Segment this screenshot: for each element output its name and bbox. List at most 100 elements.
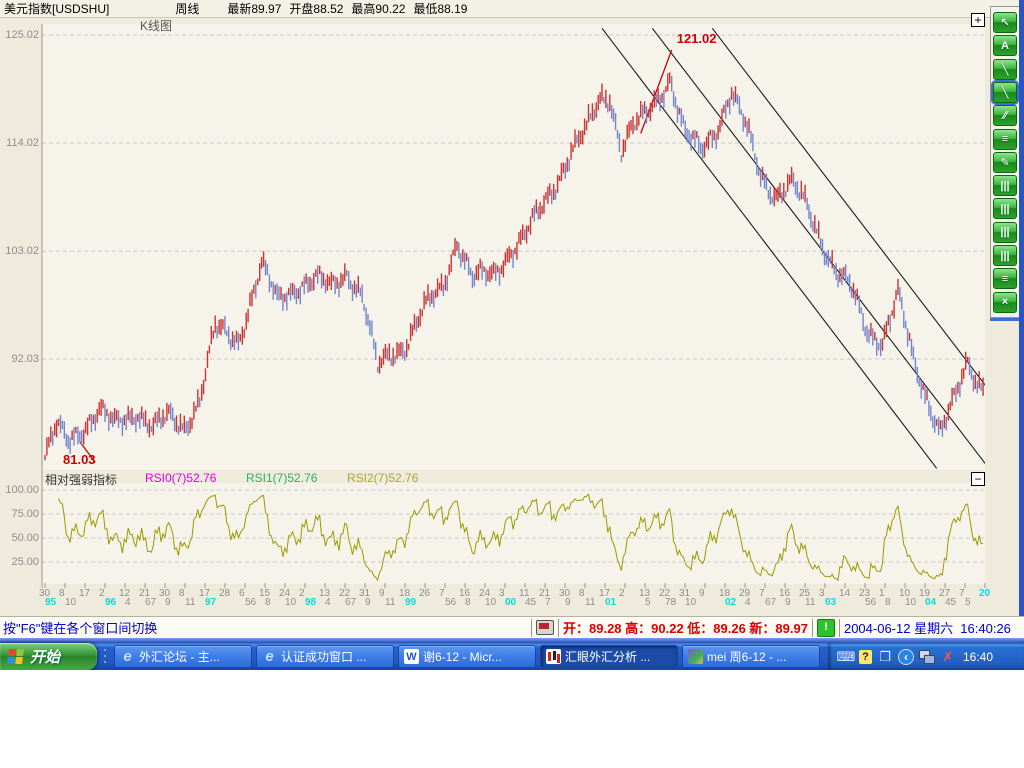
x-axis-tick-label: 9 11: [379, 588, 396, 608]
wps-icon: [688, 649, 703, 664]
taskbar-top-edge: [0, 638, 1024, 643]
x-axis-tick-label: 13 4: [319, 588, 331, 608]
taskbar-button[interactable]: e 外汇论坛 - 主...: [114, 645, 252, 668]
system-tray: ⌨? ❐ ‹ ✗ 16:40: [828, 643, 1024, 670]
x-axis-tick-label: 16 8: [459, 588, 471, 608]
taskbar-button[interactable]: mei 周6-12 - ...: [682, 645, 820, 668]
kline-chart-canvas[interactable]: [0, 0, 1024, 616]
chart-application-window: 美元指数[USDSHU] 周线 最新89.97 开盘88.52 最高90.22 …: [0, 0, 1024, 638]
statusbar-datetime-cell: 2004-06-12 星期六 16:40:26: [838, 618, 1015, 637]
pointer-tool-button[interactable]: ↖: [993, 12, 1017, 33]
x-axis-tick-label: 18 99: [399, 588, 417, 608]
pane-title: K线图: [140, 19, 173, 33]
candlestick-bars: [44, 72, 984, 461]
symbol-name: 美元指数[USDSHU]: [4, 2, 110, 16]
bars-tool-3-button[interactable]: |||: [993, 221, 1017, 243]
x-axis-tick-label: 2 96: [99, 588, 117, 608]
draw-tool-button[interactable]: ✎: [993, 151, 1017, 173]
x-axis-tick-label: 22 67: [339, 588, 357, 608]
x-axis-tick-label: 8 11: [179, 588, 196, 608]
price-y-tick: 92.03: [11, 352, 39, 365]
price-y-tick: 125.02: [5, 29, 39, 41]
x-axis-tick-label: 24 10: [279, 588, 297, 608]
bars-tool-4-button[interactable]: |||: [993, 245, 1017, 266]
list-tool-button[interactable]: ≡: [993, 128, 1017, 150]
expand-pane-button[interactable]: +: [971, 13, 985, 27]
trendline-tool-button[interactable]: ╲: [991, 79, 1019, 105]
toolbar-underline: [990, 318, 1019, 321]
line-tool-button[interactable]: ╲: [993, 58, 1017, 80]
taskbar-button[interactable]: 汇眼外汇分析 ...: [540, 645, 678, 668]
bars-tool-1-button[interactable]: |||: [993, 175, 1017, 197]
x-axis-tick-label: 24 10: [479, 588, 497, 608]
x-axis-tick-label: 21 67: [139, 588, 157, 608]
taskbar-button[interactable]: W 谢6-12 - Micr...: [398, 645, 536, 668]
x-axis-tick-label: 16 9: [779, 588, 791, 608]
price-y-tick: 114.02: [6, 137, 39, 150]
windows-logo-icon: [7, 648, 25, 665]
x-axis-tick-label: 17: [79, 588, 91, 599]
x-axis-tick-label: 3 00: [499, 588, 517, 608]
taskbar-button-label: 外汇论坛 - 主...: [139, 650, 220, 664]
rsi1-value: RSI1(7)52.76: [246, 471, 318, 485]
rsi-plot-background: [42, 483, 985, 584]
taskbar-button-label: mei 周6-12 - ...: [707, 650, 787, 664]
x-axis-tick-label: 28: [219, 588, 231, 599]
price-plot-background: [42, 24, 985, 470]
x-axis-tick-label: 10 10: [899, 588, 917, 608]
x-axis-tick-label: 11 45: [519, 588, 537, 608]
x-axis-tick-label: 17 97: [199, 588, 217, 608]
parallel-lines-tool-button[interactable]: ∕∕: [993, 105, 1017, 127]
word-icon: W: [404, 649, 419, 664]
quote-info-bar: 美元指数[USDSHU] 周线 最新89.97 开盘88.52 最高90.22 …: [0, 0, 1024, 18]
statusbar-status-cell: !: [811, 618, 839, 637]
low-price: 最低88.19: [413, 2, 468, 16]
statusbar-monitor-cell: [531, 618, 558, 637]
drawing-toolbar: ↖ A ╲ ╲ ∕∕ ≡ ✎ ||| ||| ||| ||| ≡ ×: [990, 6, 1020, 318]
x-axis-tick-label: 8 11: [579, 588, 596, 608]
disconnect-icon[interactable]: ✗: [942, 648, 954, 664]
period-label: 周线: [175, 2, 200, 16]
x-axis-tick-label: 25 11: [799, 588, 816, 608]
list-tool-2-button[interactable]: ≡: [993, 268, 1017, 290]
quick-launch-separator[interactable]: [103, 647, 109, 666]
x-axis-tick-label: 2 98: [299, 588, 317, 608]
x-axis-tick-label: 15 8: [259, 588, 271, 608]
ie-icon: e: [123, 648, 132, 665]
low-annotation: 81.03: [63, 452, 96, 467]
x-axis-tick-label: 21 7: [539, 588, 551, 608]
window-switch-icon[interactable]: ❐: [879, 648, 891, 664]
language-icon[interactable]: ‹: [898, 648, 914, 665]
x-axis-tick-label: 9: [699, 588, 705, 599]
monitor-icon: [536, 620, 554, 635]
taskbar: 开始 e 外汇论坛 - 主... e 认证成功窗口 ... W 谢6-12 - Micr.…: [0, 643, 1024, 670]
ie-icon: e: [265, 648, 274, 665]
rsi0-value: RSI0(7)52.76: [145, 471, 217, 485]
x-axis-tick-label: 22 78: [659, 588, 677, 608]
x-axis-tick-label: 7 67: [759, 588, 777, 608]
rsi-y-tick: 75.00: [11, 508, 39, 520]
x-axis-tick-label: 7 56: [439, 588, 457, 608]
high-price: 最高90.22: [351, 2, 406, 16]
connection-status-icon: !: [816, 618, 835, 637]
chart-app-icon: [546, 649, 561, 664]
collapse-pane-button[interactable]: −: [971, 472, 985, 486]
statusbar-quote: 开：89.28 高：90.22 低：89.26 新：89.97: [563, 621, 808, 636]
x-axis-tick-label: 27 45: [939, 588, 957, 608]
help-icon[interactable]: ?: [859, 649, 872, 664]
bars-tool-2-button[interactable]: |||: [993, 198, 1017, 220]
x-axis-tick-label: 19 04: [919, 588, 937, 608]
tray-clock: 16:40: [963, 649, 994, 664]
taskbar-button-label: 谢6-12 - Micr...: [423, 650, 502, 664]
taskbar-button[interactable]: e 认证成功窗口 ...: [256, 645, 394, 668]
network-icon[interactable]: [919, 649, 935, 664]
close-tool-button[interactable]: ×: [993, 291, 1017, 313]
start-label: 开始: [30, 649, 61, 666]
statusbar-datetime: 2004-06-12 星期六 16:40:26: [843, 621, 1011, 636]
window-right-border: [1019, 0, 1024, 638]
keyboard-icon[interactable]: ⌨: [836, 648, 856, 664]
x-axis-tick-label: 30 9: [559, 588, 571, 608]
text-tool-button[interactable]: A: [993, 35, 1017, 57]
start-button[interactable]: 开始: [0, 643, 97, 670]
